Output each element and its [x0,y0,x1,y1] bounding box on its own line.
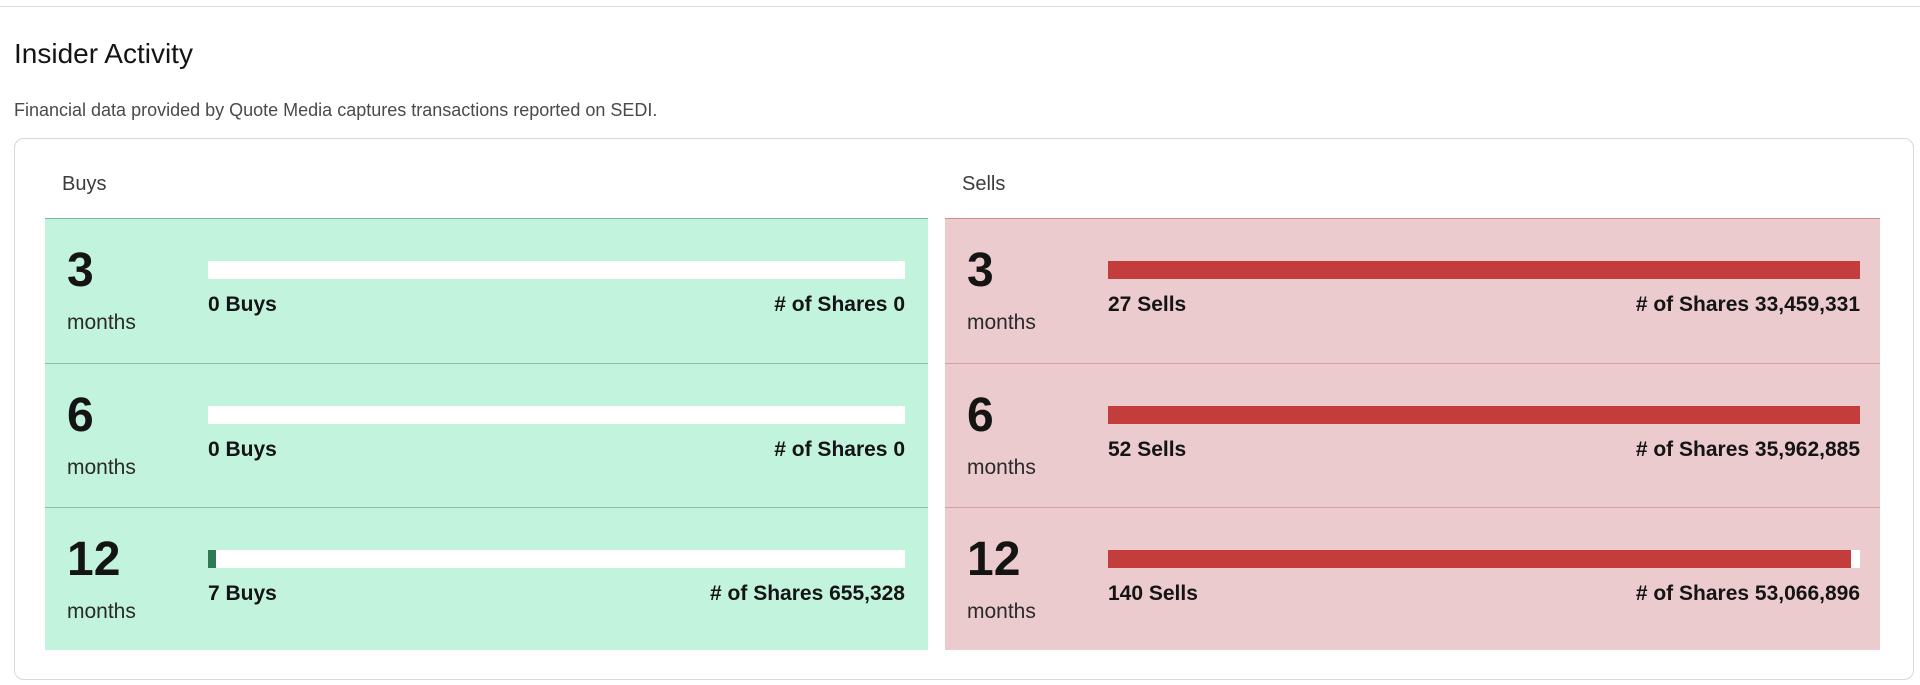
period-unit: months [67,600,136,623]
sells-shares: # of Shares 33,459,331 [1635,293,1860,316]
buys-count: 7 Buys [208,582,277,605]
buys-bar-track [208,261,905,279]
buys-panel: 3 months 0 Buys # of Shares 0 6 months 0… [45,218,928,650]
sells-bar-fill [1108,261,1860,279]
sells-count: 52 Sells [1108,438,1187,461]
section-subtitle: Financial data provided by Quote Media c… [14,100,658,120]
buys-bar-fill [208,550,217,568]
sells-count: 27 Sells [1108,293,1187,316]
period-number: 12 [967,533,1021,586]
buys-bar-track [208,406,905,424]
buys-row-12-months: 12 months 7 Buys # of Shares 655,328 [45,507,928,651]
sells-bar-fill [1108,550,1851,568]
buys-shares: # of Shares 0 [774,293,905,316]
period-number: 6 [967,389,994,442]
buys-heading: Buys [62,173,107,195]
period-unit: months [67,456,136,479]
buys-shares: # of Shares 0 [774,438,905,461]
period-number: 3 [67,244,94,297]
sells-bar-track [1108,406,1860,424]
sells-row-6-months: 6 months 52 Sells # of Shares 35,962,885 [945,363,1880,507]
buys-row-6-months: 6 months 0 Buys # of Shares 0 [45,363,928,507]
sells-panel: 3 months 27 Sells # of Shares 33,459,331… [945,218,1880,650]
buys-bar-track [208,550,905,568]
buys-shares: # of Shares 655,328 [710,582,905,605]
sells-bar-fill [1108,406,1860,424]
period-unit: months [67,311,136,334]
period-unit: months [967,600,1036,623]
sells-row-12-months: 12 months 140 Sells # of Shares 53,066,8… [945,507,1880,651]
sells-row-3-months: 3 months 27 Sells # of Shares 33,459,331 [945,219,1880,363]
sells-bar-track [1108,550,1860,568]
buys-count: 0 Buys [208,438,277,461]
period-number: 3 [967,244,994,297]
period-unit: months [967,311,1036,334]
insider-activity-card: Buys Sells 3 months 0 Buys # of Shares 0… [14,138,1914,680]
period-number: 12 [67,533,121,586]
sells-heading: Sells [962,173,1006,195]
sells-shares: # of Shares 35,962,885 [1635,438,1860,461]
section-title: Insider Activity [14,38,193,69]
period-unit: months [967,456,1036,479]
top-divider [0,6,1920,7]
sells-shares: # of Shares 53,066,896 [1635,582,1860,605]
buys-count: 0 Buys [208,293,277,316]
sells-count: 140 Sells [1108,582,1198,605]
buys-row-3-months: 3 months 0 Buys # of Shares 0 [45,219,928,363]
sells-bar-track [1108,261,1860,279]
period-number: 6 [67,389,94,442]
